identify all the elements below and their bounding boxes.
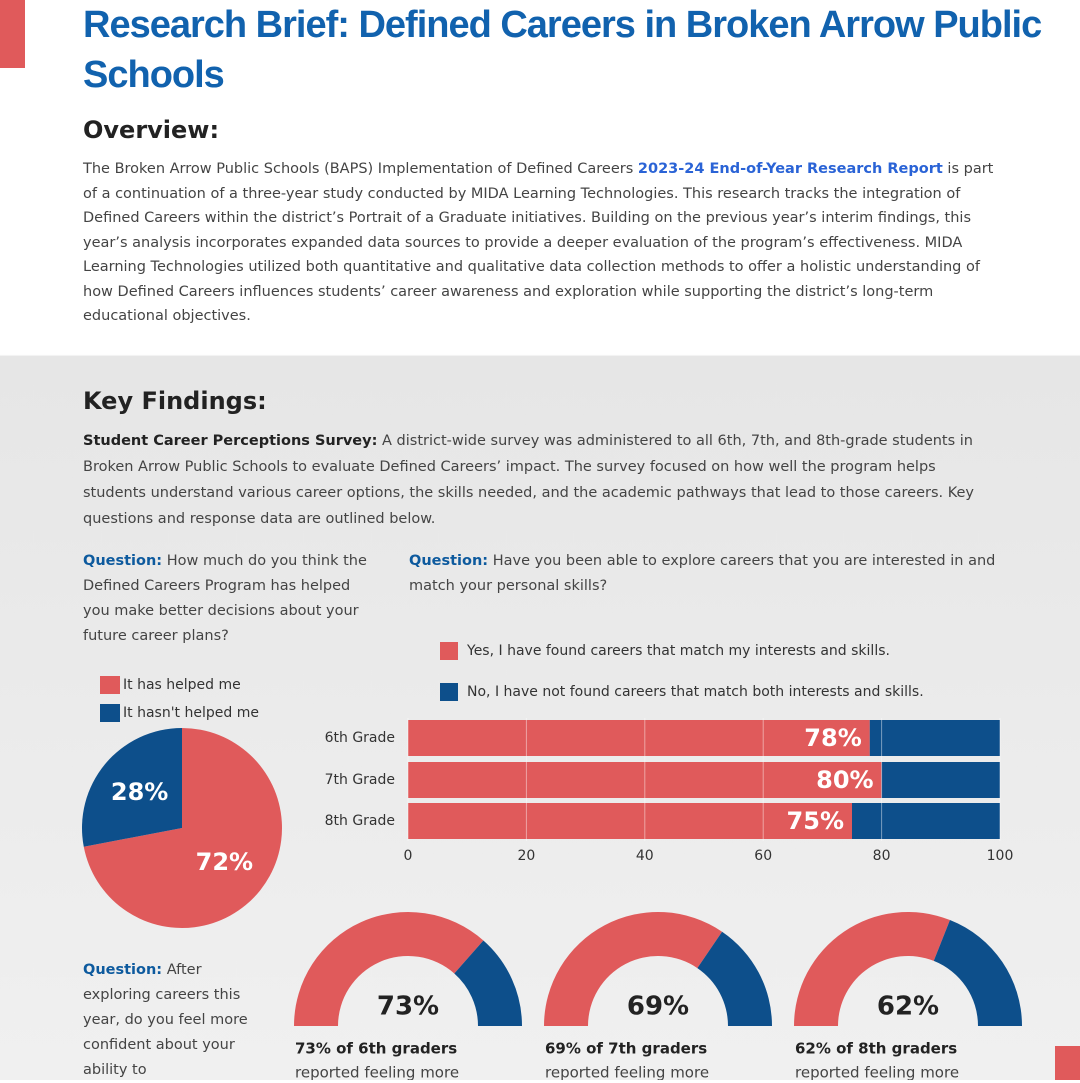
question-text: Have you been able to explore careers th…: [409, 553, 996, 594]
gauge-note: reported feeling more: [795, 1064, 959, 1081]
value-label: 78%: [804, 724, 861, 752]
legend-label: It hasn't helped me: [123, 705, 259, 721]
x-tick-label: 100: [987, 848, 1014, 864]
x-tick-label: 60: [754, 848, 772, 864]
gauge-remainder: [454, 940, 522, 1026]
x-tick-label: 80: [873, 848, 891, 864]
gauge-label: 73%: [377, 992, 439, 1022]
legend-swatch: [440, 642, 458, 660]
y-tick-label: 8th Grade: [325, 813, 395, 829]
bar: [408, 803, 852, 839]
x-tick-label: 40: [636, 848, 654, 864]
pie-slice: [82, 728, 182, 847]
question: Question: Have you been able to explore …: [409, 549, 1009, 599]
value-label: 75%: [787, 807, 844, 835]
overview-text: The Broken Arrow Public Schools (BAPS) I…: [83, 157, 998, 329]
bar: [852, 803, 1000, 839]
x-tick-label: 0: [404, 848, 413, 864]
question-text: After exploring careers this year, do yo…: [83, 962, 248, 1078]
gauge-note: reported feeling more: [545, 1064, 709, 1081]
legend-swatch: [100, 704, 120, 722]
question: Question: After exploring careers this y…: [83, 958, 263, 1083]
y-tick-label: 6th Grade: [325, 730, 395, 746]
question: Question: How much do you think the Defi…: [83, 549, 373, 649]
gauge-value: [294, 912, 484, 1026]
accent-bar: [0, 0, 25, 68]
gauge-remainder: [697, 931, 772, 1026]
text: is part of a continuation of a three-yea…: [83, 161, 994, 324]
overview-heading: Overview:: [83, 116, 220, 144]
text: A district-wide survey was administered …: [83, 433, 975, 527]
gauge-label: 62%: [877, 992, 939, 1022]
lead: Student Career Perceptions Survey:: [83, 433, 378, 449]
accent-bar: [1055, 1046, 1080, 1080]
question-label: Question:: [83, 962, 163, 978]
gauge-caption: 73% of 6th graders: [295, 1040, 457, 1058]
bar: [869, 720, 1000, 756]
text: The Broken Arrow Public Schools (BAPS) I…: [83, 161, 638, 177]
bar: [408, 762, 882, 798]
gauge-label: 69%: [627, 992, 689, 1022]
gauge-caption: 69% of 7th graders: [545, 1040, 707, 1058]
gauge-value: [544, 912, 723, 1026]
gauge-value: [794, 912, 950, 1026]
gauge-remainder: [933, 920, 1022, 1026]
value-label: 28%: [111, 778, 168, 806]
value-label: 72%: [196, 848, 253, 876]
legend-swatch: [440, 683, 458, 701]
legend-swatch: [100, 676, 120, 694]
report-link[interactable]: 2023-24 End-of-Year Research Report: [637, 161, 943, 177]
question-text: How much do you think the Defined Career…: [83, 553, 367, 644]
legend-label: Yes, I have found careers that match my …: [466, 643, 890, 659]
gauge-note: reported feeling more: [295, 1064, 459, 1081]
question-label: Question:: [409, 553, 489, 569]
legend-label: It has helped me: [123, 677, 241, 693]
bar: [408, 720, 870, 756]
gauge-caption: 62% of 8th graders: [795, 1040, 957, 1058]
question-label: Question:: [83, 553, 163, 569]
bar: [881, 762, 1000, 798]
pie-slice: [83, 728, 282, 928]
value-label: 80%: [816, 766, 873, 794]
key-findings-text: Student Career Perceptions Survey: A dis…: [83, 428, 993, 532]
key-findings-heading: Key Findings:: [83, 387, 267, 415]
y-tick-label: 7th Grade: [325, 772, 395, 788]
title: Research Brief: Defined Careers in Broke…: [83, 4, 1042, 96]
legend-label: No, I have not found careers that match …: [467, 684, 924, 700]
x-tick-label: 20: [517, 848, 535, 864]
